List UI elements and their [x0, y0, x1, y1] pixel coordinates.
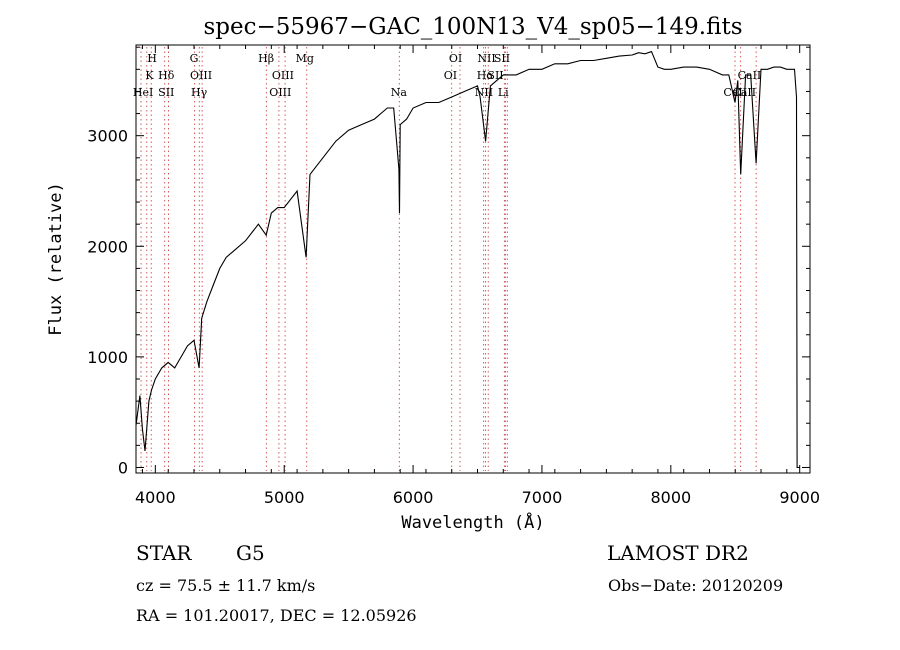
coordinates: RA = 101.20017, DEC = 12.05926: [136, 606, 417, 625]
line-marker-label: H: [147, 52, 157, 65]
line-marker-label: HeI: [133, 86, 153, 99]
y-tick-label: 0: [118, 458, 128, 477]
x-tick-label: 4000: [135, 488, 176, 507]
line-marker-label: Li: [498, 86, 509, 99]
object-class: STAR: [136, 541, 192, 565]
line-marker-label: CaII: [723, 86, 747, 99]
redshift-velocity: cz = 75.5 ± 11.7 km/s: [136, 576, 316, 595]
y-axis: 0 1000 2000 3000: [87, 46, 810, 477]
y-tick-label: 3000: [87, 127, 128, 146]
line-marker-label: Hβ: [258, 52, 274, 65]
survey-name: LAMOST DR2: [607, 541, 749, 565]
spectral-line-labels: HKHeIHδSIIGOIIIHγHβOIIIOIIIMgNaOIOINIIHα…: [133, 52, 761, 99]
line-marker-label: Hγ: [191, 86, 208, 99]
line-marker-label: NII: [477, 52, 495, 65]
spectral-line-markers: [140, 47, 757, 471]
line-marker-label: OIII: [272, 69, 294, 82]
line-marker-label: Mg: [296, 52, 314, 65]
y-axis-label: Flux (relative): [46, 182, 66, 336]
x-tick-label: 9000: [779, 488, 820, 507]
line-marker-label: SII: [494, 52, 510, 65]
line-marker-label: OIII: [190, 69, 212, 82]
x-axis: 4000 5000 6000 7000 8000 9000: [135, 45, 820, 507]
plot-frame: [135, 44, 811, 474]
line-marker-label: OIII: [269, 86, 291, 99]
line-marker-label: SII: [487, 69, 503, 82]
line-marker-label: SII: [158, 86, 174, 99]
line-marker-label: Hα: [477, 69, 495, 82]
observation-date: Obs−Date: 20120209: [608, 576, 784, 595]
object-subclass: G5: [236, 541, 265, 565]
series-flux-line: [135, 50, 800, 469]
y-tick-label: 2000: [87, 237, 128, 256]
line-marker-label: Hδ: [158, 69, 175, 82]
line-marker-label: G: [190, 52, 199, 65]
line-marker-label: Na: [391, 86, 408, 99]
line-marker-label: K: [145, 69, 154, 82]
line-marker-label: CaII: [738, 69, 762, 82]
x-tick-label: 5000: [264, 488, 305, 507]
y-tick-label: 1000: [87, 348, 128, 367]
x-axis-label: Wavelength (Å): [401, 511, 544, 533]
x-tick-label: 8000: [650, 488, 691, 507]
line-marker-label: OI: [449, 52, 462, 65]
x-tick-label: 6000: [393, 488, 434, 507]
chart-title: spec−55967−GAC_100N13_V4_sp05−149.fits: [203, 14, 742, 40]
line-marker-label: OI: [444, 69, 457, 82]
x-tick-label: 7000: [522, 488, 563, 507]
